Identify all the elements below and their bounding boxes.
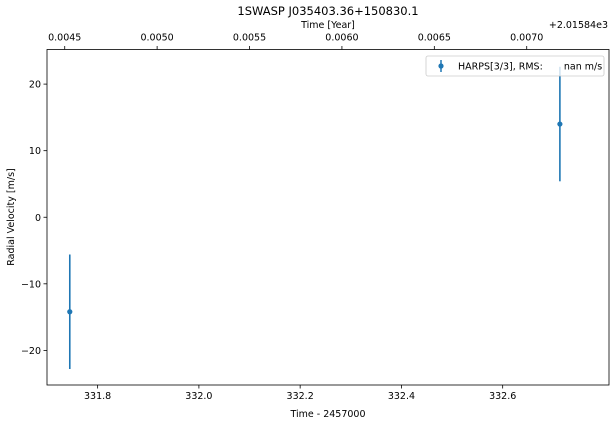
top-x-tick-label: 0.0050 <box>140 33 173 44</box>
y-axis-label: Radial Velocity [m/s] <box>6 168 17 265</box>
legend-entry-label: HARPS[3/3], RMS: nan m/s <box>458 62 602 73</box>
x-tick-label: 332.4 <box>388 391 415 402</box>
data-point <box>557 121 563 127</box>
legend-box <box>425 55 605 77</box>
legend-marker-icon <box>438 63 444 69</box>
x-axis-label: Time - 2457000 <box>289 409 365 420</box>
top-x-tick-label: 0.0045 <box>48 33 81 44</box>
plot-area <box>46 49 610 386</box>
data-series <box>67 66 563 370</box>
chart-title: 1SWASP J035403.36+150830.1 <box>237 4 418 18</box>
y-axis: −20 −10 0 10 20 <box>21 80 47 357</box>
data-point <box>67 309 73 315</box>
bottom-x-axis: 331.8 332.0 332.2 332.4 332.6 <box>84 385 516 402</box>
y-tick-label: −20 <box>21 346 41 357</box>
top-x-axis: 0.0045 0.0050 0.0055 0.0060 0.0065 0.0070 <box>48 33 543 50</box>
x-tick-label: 332.0 <box>185 391 212 402</box>
x-tick-label: 332.6 <box>489 391 516 402</box>
top-x-offset-text: +2.01584e3 <box>549 20 608 31</box>
top-x-tick-label: 0.0065 <box>418 33 451 44</box>
y-tick-label: 0 <box>35 213 41 224</box>
top-x-tick-label: 0.0070 <box>510 33 543 44</box>
y-tick-label: 20 <box>29 80 41 91</box>
y-tick-label: 10 <box>29 146 41 157</box>
x-tick-label: 331.8 <box>84 391 111 402</box>
legend: HARPS[3/3], RMS: nan m/s <box>425 55 605 77</box>
x-tick-label: 332.2 <box>287 391 314 402</box>
top-x-tick-label: 0.0060 <box>325 33 358 44</box>
top-x-axis-label: Time [Year] <box>300 20 355 31</box>
top-x-tick-label: 0.0055 <box>233 33 266 44</box>
y-tick-label: −10 <box>21 279 41 290</box>
